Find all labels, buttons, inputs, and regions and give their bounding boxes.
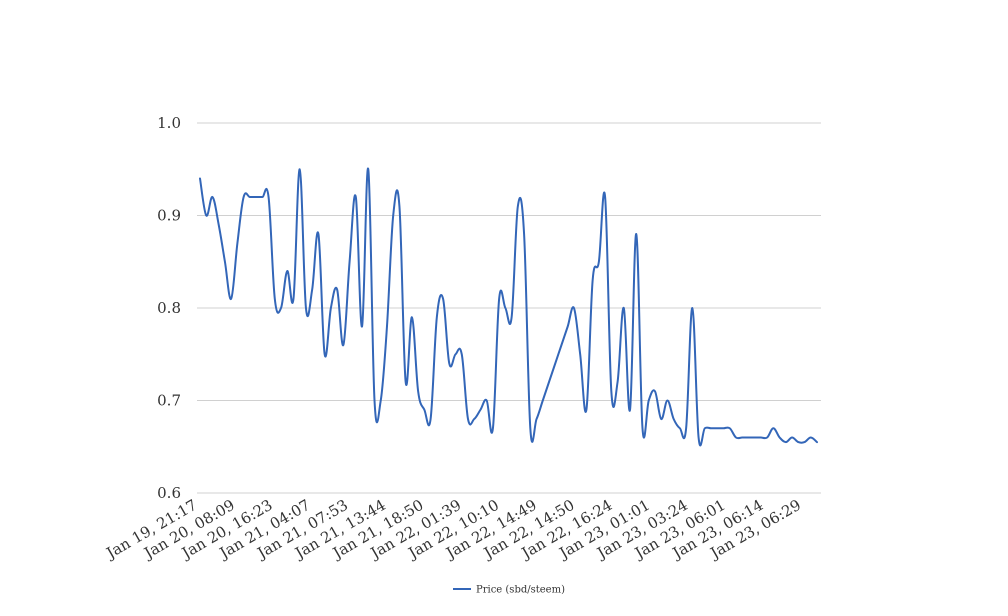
series-group [199,168,818,447]
y-tick-label: 1.0 [157,114,181,132]
y-tick-label: 0.8 [157,299,181,317]
y-tick-label: 0.7 [157,392,181,410]
grid-lines [197,122,821,494]
y-tick-label: 0.6 [157,484,181,502]
legend[interactable]: Price (sbd/steem) [453,585,565,596]
y-axis-tick-labels: 0.6 0.7 0.8 0.9 1.0 [157,114,181,502]
legend-label: Price (sbd/steem) [476,585,565,596]
y-tick-label: 0.9 [157,207,181,225]
series-line-price [199,168,818,447]
